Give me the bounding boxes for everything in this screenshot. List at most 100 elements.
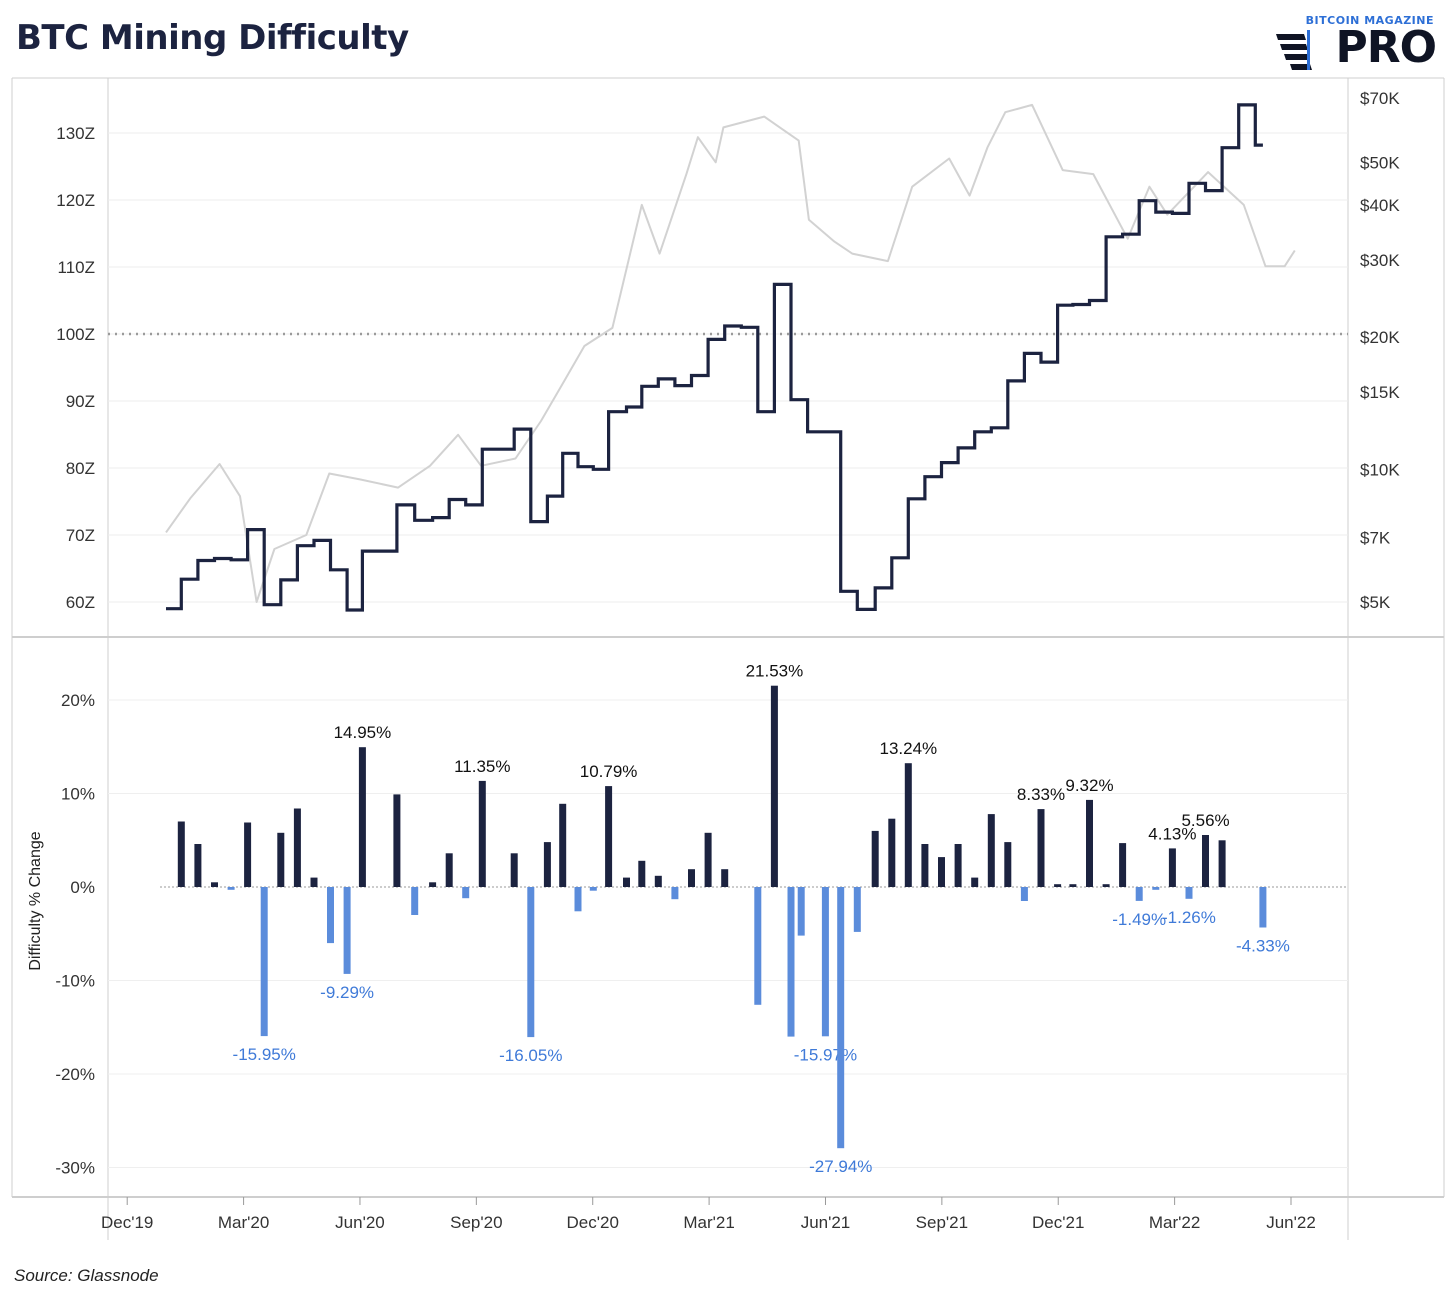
x-tick-label: Jun'21 [801, 1213, 851, 1232]
bar-positive [987, 814, 995, 887]
bottom-y-tick-label: 0% [70, 878, 95, 897]
bar-negative [671, 887, 679, 900]
left-tick-label: 110Z [58, 258, 96, 277]
x-tick-label: Jun'20 [335, 1213, 385, 1232]
chart-title: BTC Mining Difficulty [16, 18, 409, 58]
difficulty-series [166, 103, 1263, 612]
bar-positive [688, 869, 695, 887]
bottom-y-tick-label: 10% [61, 785, 95, 804]
bar-positive [921, 844, 929, 887]
bar-negative [462, 887, 470, 899]
logo-top-text: BITCOIN MAGAZINE [1305, 14, 1434, 27]
bar-positive [543, 842, 551, 887]
bar-positive [310, 877, 318, 887]
btc-price-series [165, 103, 1296, 603]
x-tick-label: Mar'20 [218, 1213, 269, 1232]
bar-positive [971, 877, 979, 887]
gridlines [108, 132, 1348, 1168]
left-tick-label: 70Z [66, 526, 95, 545]
bar-negative [754, 887, 762, 1005]
bar-positive [871, 830, 879, 887]
difficulty-change-bars: -15.95% -9.29% 14.95% 11.35% -16.05% 10.79% 21… [177, 662, 1290, 1176]
bottom-y-tick-label: 20% [61, 691, 95, 710]
bar-positive [605, 786, 613, 887]
bar-positive [445, 853, 453, 887]
bar-negative [227, 887, 235, 890]
bar-positive [1037, 809, 1045, 887]
bar-negative [1152, 887, 1160, 890]
bar-data-label: 4.13% [1148, 824, 1196, 843]
bar-negative [527, 887, 535, 1038]
bar-data-label: -15.97% [794, 1045, 857, 1064]
bar-positive [1119, 843, 1127, 887]
chart-frames [11, 77, 1445, 1240]
bitcoin-magazine-pro-logo: BITCOIN MAGAZINE PRO [1276, 14, 1446, 72]
bar-negative [327, 887, 334, 944]
bar-positive [938, 857, 945, 887]
right-tick-label: $30K [1360, 251, 1400, 270]
right-tick-label: $7K [1360, 529, 1391, 548]
bottom-y-axis-title: Difficulty % Change [27, 831, 44, 970]
logo-stripes-icon [1276, 30, 1312, 70]
bar-positive [654, 875, 662, 887]
left-tick-label: 130Z [56, 124, 95, 143]
bar-positive [904, 763, 912, 887]
bar-positive [244, 822, 252, 887]
bar-positive [1086, 799, 1093, 887]
bar-positive [1168, 848, 1176, 887]
bar-data-label: -15.95% [233, 1045, 296, 1064]
bar-positive [1218, 840, 1226, 888]
bar-negative [1185, 887, 1193, 899]
bar-data-label: -1.49% [1112, 910, 1166, 929]
right-tick-label: $40K [1360, 196, 1400, 215]
bar-negative [343, 887, 351, 974]
x-tick-label: Mar'21 [683, 1213, 734, 1232]
bar-negative [853, 887, 861, 932]
bottom-y-tick-label: -20% [55, 1065, 95, 1084]
bar-data-label: 21.53% [746, 662, 804, 681]
bar-negative [797, 887, 805, 936]
bar-negative [589, 887, 597, 891]
bottom-y-tick-label: -30% [55, 1159, 95, 1178]
bar-data-label: -16.05% [499, 1046, 562, 1065]
bar-positive [211, 882, 218, 887]
x-tick-label: Sep'20 [450, 1213, 502, 1232]
bar-positive [429, 882, 437, 887]
left-tick-label: 120Z [56, 191, 95, 210]
bar-positive [1202, 835, 1209, 887]
bar-negative [1259, 887, 1267, 928]
bar-negative [787, 887, 795, 1037]
x-tick-label: Mar'22 [1149, 1213, 1200, 1232]
bar-negative [821, 887, 829, 1037]
bar-negative [574, 887, 582, 912]
difficulty-step-line [166, 103, 1263, 612]
bar-data-label: 9.32% [1065, 776, 1113, 795]
bar-data-label: -27.94% [809, 1157, 872, 1176]
bar-positive [954, 844, 962, 887]
axis-labels: 60Z 70Z 80Z 90Z 100Z 110Z 120Z 130Z $5K $7K $10K $1… [27, 89, 1400, 1232]
bar-positive [478, 780, 486, 887]
bar-positive [770, 685, 778, 887]
bar-negative [1135, 887, 1143, 901]
right-tick-label: $20K [1360, 328, 1400, 347]
bar-positive [1102, 884, 1110, 887]
bar-data-label: 10.79% [580, 762, 638, 781]
bar-positive [358, 747, 366, 887]
bar-data-label: 8.33% [1017, 785, 1065, 804]
left-tick-label: 100Z [56, 325, 95, 344]
bar-positive [194, 844, 202, 887]
bar-data-label: 5.56% [1181, 811, 1229, 830]
bar-positive [1054, 884, 1062, 887]
bar-positive [1069, 884, 1077, 887]
bar-positive [1004, 842, 1012, 887]
x-tick-label: Jun'22 [1266, 1213, 1316, 1232]
bar-negative [837, 887, 845, 1149]
left-tick-label: 80Z [66, 459, 95, 478]
right-tick-label: $10K [1360, 461, 1400, 480]
bar-positive [721, 869, 729, 887]
right-tick-label: $70K [1360, 89, 1400, 108]
bar-negative [1020, 887, 1028, 901]
bar-positive [623, 877, 630, 887]
left-tick-label: 90Z [66, 392, 95, 411]
